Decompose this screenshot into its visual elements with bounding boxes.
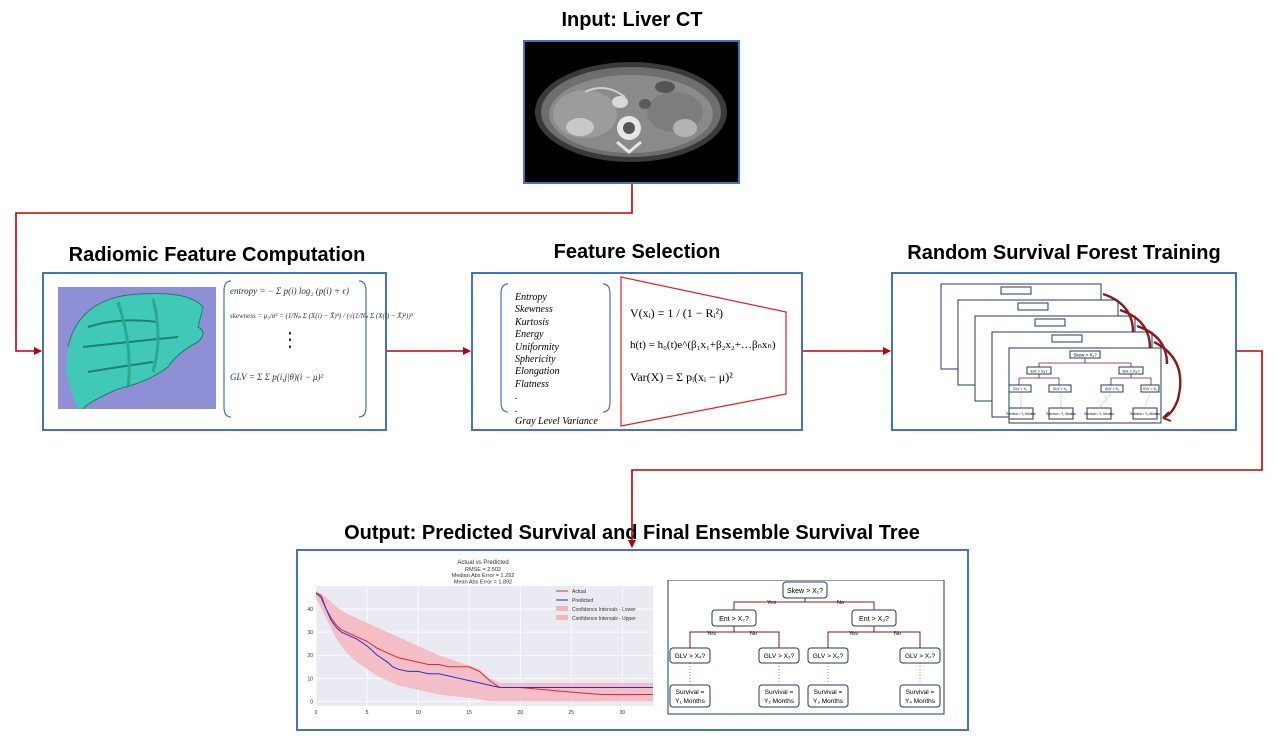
y-tick-0: 0 xyxy=(310,699,313,705)
vif-equation: V(xᵢ) = 1 / (1 − Rᵢ²) xyxy=(630,306,724,320)
rsf-tree-stack: Skew > X₁? Ent > X₂? Ent > X₃? GLV > X₁ … xyxy=(940,283,1182,424)
skewness-equation: skewness = μ₃/σ³ = (1/Nₚ Σ (X(i) − X̄)³)… xyxy=(230,312,413,320)
equation-dots: ⋮ xyxy=(280,329,300,351)
feature-kurtosis: Kurtosis xyxy=(515,316,549,328)
rsf-tree-card-front: Skew > X₁? Ent > X₂? Ent > X₃? GLV > X₁ … xyxy=(1006,347,1162,424)
final-survival-4-label: Survival = xyxy=(906,689,935,696)
selection-panel: Entropy Skewness Kurtosis Energy Uniform… xyxy=(471,272,803,431)
final-survival-1-label: Survival = xyxy=(676,689,705,696)
legend-ci-upper-swatch xyxy=(556,615,568,620)
legend-ci-lower-swatch xyxy=(556,606,568,611)
rsf-survival-3: Survival = Y₃ Months xyxy=(1084,412,1114,416)
cox-hazard-equation: h(t) = h₀(t)e^(β₁x₁+β₂x₂+…βₙxₙ) xyxy=(630,339,776,351)
final-tree-yes-3: Yes xyxy=(849,631,858,637)
rsf-node-left: Ent > X₂? xyxy=(1030,369,1048,374)
rsf-title: Random Survival Forest Training xyxy=(907,242,1221,264)
final-tree-root: Skew > X₁? xyxy=(787,588,823,595)
y-tick-40: 40 xyxy=(307,607,313,613)
chart-subtitle-1: RMSE = 2.502 xyxy=(465,567,501,573)
final-tree-leaf-lr: GLV > X₅? xyxy=(764,653,795,660)
final-tree-leaf-rr: GLV > X₇? xyxy=(905,653,936,660)
rsf-leaf-1: GLV > X₁ xyxy=(1013,387,1028,391)
x-tick-25: 25 xyxy=(569,710,575,716)
x-tick-10: 10 xyxy=(415,710,421,716)
feature-entropy: Entropy xyxy=(515,292,547,303)
rsf-survival-4: Survival = Y₄ Months xyxy=(1130,412,1160,416)
input-title: Input: Liver CT xyxy=(561,9,703,31)
feature-energy: Energy xyxy=(515,329,544,341)
rsf-leaf-4: GLV > X₄ xyxy=(1143,387,1158,391)
predicted-line xyxy=(315,592,653,689)
final-survival-2-value: Y₂ Months xyxy=(764,698,795,705)
chart-subtitle-2: Median Abs Error = 1.292 xyxy=(452,573,515,579)
x-tick-0: 0 xyxy=(315,710,318,716)
rsf-leaf-3: GLV > X₃ xyxy=(1105,387,1120,391)
radiomic-title: Radiomic Feature Computation xyxy=(68,244,366,266)
final-tree-yes-1: Yes xyxy=(767,600,776,606)
feature-elongation: Elongation xyxy=(515,366,560,378)
feature-ellipsis-1: . xyxy=(515,391,518,403)
final-tree-no-3: No xyxy=(894,631,901,637)
selection-title: Feature Selection xyxy=(553,241,721,263)
legend-ci-lower-label: Confidence Intervals - Lower xyxy=(572,607,636,613)
glv-equation: GLV = Σ Σ p(i,j|θ)(i − μ)² xyxy=(230,372,324,382)
final-survival-4-value: Y₄ Months xyxy=(905,698,936,705)
rsf-survival-2: Survival = Y₂ Months xyxy=(1046,412,1076,416)
liver-3d-render xyxy=(58,287,216,409)
output-panel: Actual vs Predicted RMSE = 2.502 Median Ab… xyxy=(296,549,969,731)
feature-sphericity: Sphericity xyxy=(515,354,556,366)
rsf-survival-1: Survival = Y₁ Months xyxy=(1006,412,1036,416)
final-survival-1-value: Y₁ Months xyxy=(675,698,705,705)
rsf-node-right: Ent > X₃? xyxy=(1122,369,1140,374)
y-tick-30: 30 xyxy=(307,630,313,636)
rsf-root-node: Skew > X₁? xyxy=(1073,353,1097,358)
final-survival-3-value: Y₃ Months xyxy=(813,698,844,705)
rsf-leaf-2: GLV > X₂ xyxy=(1053,387,1068,391)
y-tick-10: 10 xyxy=(307,676,313,682)
chart-subtitle-3: Mean Abs Error = 1.892 xyxy=(454,579,512,585)
final-survival-2-label: Survival = xyxy=(765,689,794,696)
legend-actual-label: Actual xyxy=(572,589,586,595)
entropy-equation: entropy = − Σ p(i) log₂ (p(i) + ϵ) xyxy=(230,286,349,296)
x-tick-5: 5 xyxy=(366,710,369,716)
x-tick-30: 30 xyxy=(620,710,626,716)
feature-skewness: Skewness xyxy=(515,304,553,316)
final-tree-leaf-rl: GLV > X₆? xyxy=(813,653,844,660)
feature-gray-level-variance: Gray Level Variance xyxy=(515,416,598,428)
feature-ellipsis-2: . xyxy=(515,403,518,415)
confidence-band xyxy=(316,590,653,702)
final-tree-left-node: Ent > X₂? xyxy=(719,616,749,623)
feature-uniformity: Uniformity xyxy=(515,341,559,353)
feature-flatness: Flatness xyxy=(515,378,549,390)
final-tree: Yes No Yes No Yes No Skew > X₁? Ent > X₂… xyxy=(667,580,945,715)
selection-equations: V(xᵢ) = 1 / (1 − Rᵢ²) h(t) = h₀(t)e^(β₁x… xyxy=(628,274,798,429)
rsf-panel: Skew > X₁? Ent > X₂? Ent > X₃? GLV > X₁ … xyxy=(891,272,1237,431)
final-tree-edges xyxy=(689,598,921,648)
legend-ci-upper-label: Confidence Intervals - Upper xyxy=(572,616,636,622)
y-tick-20: 20 xyxy=(307,653,313,659)
chart-title: Actual vs Predicted xyxy=(457,560,508,566)
final-tree-leaf-ll: GLV > X₄? xyxy=(675,653,706,660)
output-title: Output: Predicted Survival and Final Ens… xyxy=(344,522,920,544)
final-survival-3-label: Survival = xyxy=(814,689,843,696)
final-tree-no-1: No xyxy=(837,600,844,606)
x-tick-15: 15 xyxy=(466,710,472,716)
final-tree-no-2: No xyxy=(750,631,757,637)
ct-image-panel xyxy=(523,40,740,184)
radiomic-panel: entropy = − Σ p(i) log₂ (p(i) + ϵ) skewn… xyxy=(42,272,413,431)
feature-list: Entropy Skewness Kurtosis Energy Uniform… xyxy=(515,292,598,428)
final-tree-right-node: Ent > X₃? xyxy=(859,616,889,623)
x-tick-20: 20 xyxy=(517,710,523,716)
liver-ct-image xyxy=(525,42,738,182)
variance-equation: Var(X) = Σ pᵢ(xᵢ − μ)² xyxy=(630,370,733,384)
legend-predicted-label: Predicted xyxy=(572,598,593,604)
final-tree-yes-2: Yes xyxy=(707,631,716,637)
